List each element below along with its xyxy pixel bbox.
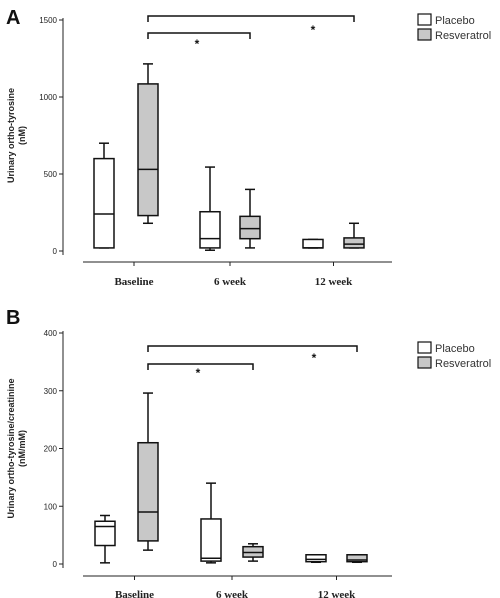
bracket-line — [147, 363, 254, 370]
box-placebo-1 — [200, 482, 222, 564]
x-tick-label: Baseline — [114, 276, 153, 288]
bracket-line — [147, 32, 251, 39]
y-tick-label: 100 — [44, 502, 58, 511]
significance-bracket: * — [147, 32, 251, 51]
y-axis-label: (nM/mM) — [17, 430, 27, 467]
y-tick-label: 300 — [44, 387, 58, 396]
y-tick-label: 500 — [44, 170, 58, 179]
box-iqr — [200, 518, 222, 562]
significance-marker: * — [312, 351, 317, 365]
legend-swatch — [417, 28, 432, 41]
box-iqr — [346, 554, 368, 563]
y-tick-label: 1500 — [39, 16, 57, 25]
box-iqr — [343, 237, 365, 249]
box-iqr — [137, 441, 159, 542]
box-resveratrol-2 — [346, 554, 368, 564]
x-tick-label: 12 week — [315, 276, 353, 288]
box-resveratrol-0 — [137, 392, 159, 551]
box-iqr — [93, 157, 115, 249]
y-axis-label: Urinary ortho-tyrosine — [6, 88, 16, 183]
legend-label: Placebo — [435, 343, 475, 355]
box-resveratrol-1 — [242, 543, 264, 562]
significance-bracket: * — [147, 15, 355, 37]
legend-label: Resveratrol — [435, 358, 491, 370]
bracket-line — [147, 345, 358, 352]
box-resveratrol-0 — [137, 63, 159, 225]
significance-bracket: * — [147, 345, 358, 365]
panel-b: B 0 100 200 300 400 Urinary ortho-tyrosine/cre… — [6, 307, 491, 598]
x-tick-label: 6 week — [214, 276, 247, 288]
y-tick-label: 0 — [53, 247, 58, 256]
y-tick-label: 200 — [44, 445, 58, 454]
panel-a: A 0 500 1000 1500 Urinary ortho-tyrosine (nM) B… — [6, 7, 491, 288]
x-tick-label: 12 week — [318, 589, 356, 598]
panel-letter: A — [6, 7, 20, 29]
box-iqr — [137, 83, 159, 217]
legend: Placebo Resveratrol — [417, 341, 491, 370]
box-placebo-1 — [199, 166, 221, 251]
significance-marker: * — [311, 23, 316, 37]
y-tick-label: 1000 — [39, 93, 57, 102]
x-tick-label: Baseline — [115, 589, 154, 598]
y-axis-label: (nM) — [17, 126, 27, 145]
panel-letter: B — [6, 307, 20, 329]
significance-marker: * — [195, 37, 200, 51]
x-tick-label: 6 week — [216, 589, 249, 598]
y-tick-label: 0 — [53, 560, 58, 569]
legend-label: Placebo — [435, 15, 475, 27]
box-iqr — [94, 520, 116, 547]
legend-swatch — [417, 356, 432, 369]
y-tick-label: 400 — [44, 329, 58, 338]
significance-bracket: * — [147, 363, 254, 380]
box-placebo-2 — [305, 554, 327, 564]
legend: Placebo Resveratrol — [417, 13, 491, 42]
box-iqr — [239, 215, 261, 240]
box-iqr — [302, 238, 324, 249]
box-placebo-2 — [302, 238, 324, 249]
box-iqr — [305, 554, 327, 563]
box-resveratrol-1 — [239, 188, 261, 249]
significance-marker: * — [196, 366, 201, 380]
box-placebo-0 — [93, 142, 115, 249]
legend-swatch — [417, 341, 432, 354]
bracket-line — [147, 15, 355, 22]
box-resveratrol-2 — [343, 222, 365, 249]
legend-swatch — [417, 13, 432, 26]
box-iqr — [199, 210, 221, 249]
box-placebo-0 — [94, 514, 116, 564]
y-axis-label: Urinary ortho-tyrosine/creatinine — [6, 378, 16, 518]
legend-label: Resveratrol — [435, 30, 491, 42]
